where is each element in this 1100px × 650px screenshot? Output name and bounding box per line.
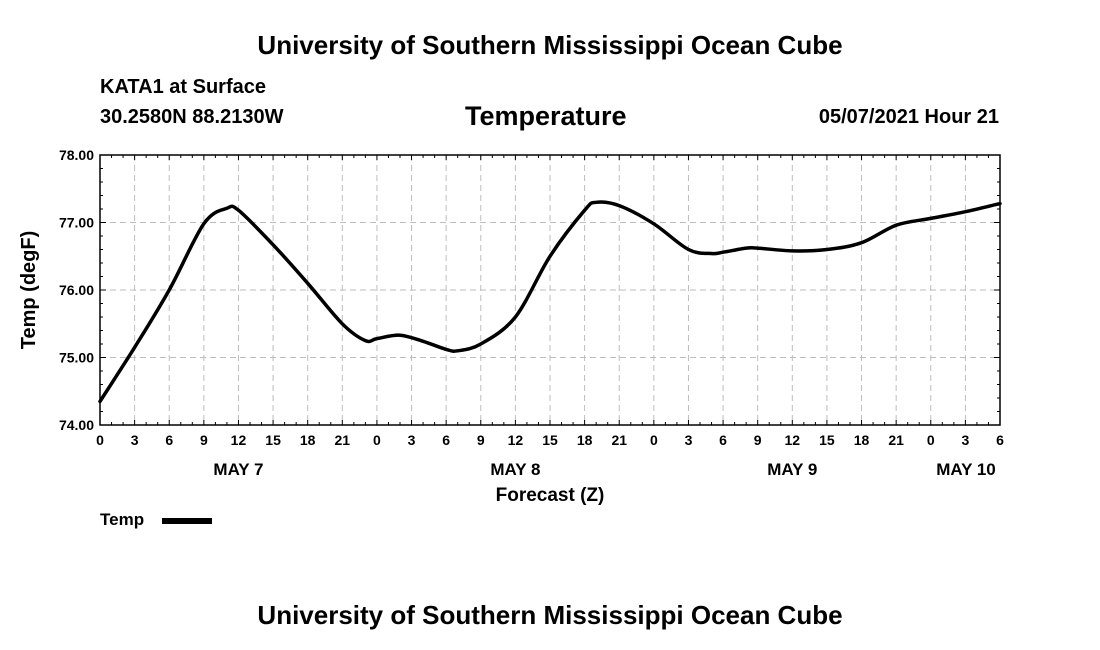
day-label: MAY 9 [767, 460, 817, 479]
x-tick-label: 15 [542, 432, 558, 448]
y-tick-label: 77.00 [59, 215, 94, 231]
legend-line-swatch [162, 518, 212, 524]
day-label: MAY 10 [936, 460, 996, 479]
y-tick-label: 76.00 [59, 282, 94, 298]
x-tick-label: 12 [231, 432, 247, 448]
x-tick-label: 0 [927, 432, 935, 448]
station-label: KATA1 at Surface [100, 76, 266, 98]
x-tick-label: 0 [650, 432, 658, 448]
x-tick-label: 18 [300, 432, 316, 448]
x-tick-label: 15 [819, 432, 835, 448]
x-tick-label: 3 [408, 432, 416, 448]
x-tick-label: 9 [477, 432, 485, 448]
x-tick-label: 6 [165, 432, 173, 448]
temp-series-line [98, 200, 1002, 404]
y-tick-label: 78.00 [59, 147, 94, 163]
x-tick-label: 18 [854, 432, 870, 448]
x-tick-label: 12 [508, 432, 524, 448]
x-tick-label: 15 [265, 432, 281, 448]
forecast-issue-time: 05/07/2021 Hour 21 [818, 106, 999, 128]
station-coordinates: 30.2580N 88.2130W [100, 106, 284, 128]
x-axis-title: Forecast (Z) [496, 485, 605, 506]
y-tick-label: 75.00 [59, 350, 94, 366]
x-tick-label: 3 [961, 432, 969, 448]
x-tick-label: 6 [442, 432, 450, 448]
x-tick-label: 18 [577, 432, 593, 448]
x-tick-label: 12 [785, 432, 801, 448]
y-axis-title: Temp (degF) [18, 231, 40, 350]
x-tick-label: 0 [96, 432, 104, 448]
y-tick-label: 74.00 [59, 417, 94, 433]
x-tick-label: 0 [373, 432, 381, 448]
x-tick-label: 21 [335, 432, 351, 448]
x-tick-label: 3 [685, 432, 693, 448]
chart-title: Temperature [465, 101, 627, 131]
chart-header-title: University of Southern Mississippi Ocean… [257, 30, 843, 60]
legend-label: Temp [100, 510, 145, 529]
x-tick-label: 6 [719, 432, 727, 448]
x-tick-label: 6 [996, 432, 1004, 448]
day-label: MAY 8 [490, 460, 540, 479]
x-tick-label: 3 [131, 432, 139, 448]
chart-footer-title: University of Southern Mississippi Ocean… [257, 600, 843, 630]
x-tick-label: 21 [611, 432, 627, 448]
day-label: MAY 7 [213, 460, 263, 479]
x-tick-label: 9 [754, 432, 762, 448]
x-tick-label: 21 [888, 432, 904, 448]
x-tick-label: 9 [200, 432, 208, 448]
